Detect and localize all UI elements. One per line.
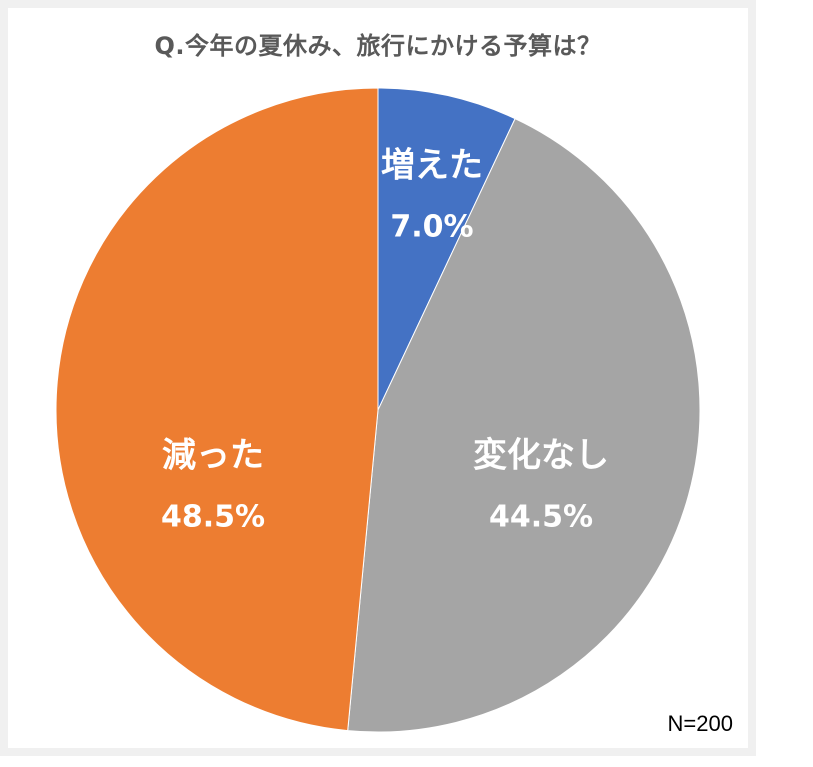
slice-label-unchanged: 変化なし — [473, 435, 609, 476]
pie-chart — [55, 87, 701, 733]
sample-size-note: N=200 — [667, 711, 733, 736]
slice-label-increased: 増えた — [381, 145, 483, 186]
slice-unchanged — [347, 117, 701, 733]
slice-value-unchanged: 44.5% — [488, 499, 594, 535]
slice-increased — [377, 87, 516, 411]
slice-decreased — [55, 87, 379, 732]
slice-label-decreased: 減った — [162, 435, 264, 476]
chart-title: Q.今年の夏休み、旅行にかける予算は？ — [154, 32, 602, 60]
slice-value-increased: 7.0% — [390, 209, 474, 245]
slice-value-decreased: 48.5% — [160, 499, 266, 535]
